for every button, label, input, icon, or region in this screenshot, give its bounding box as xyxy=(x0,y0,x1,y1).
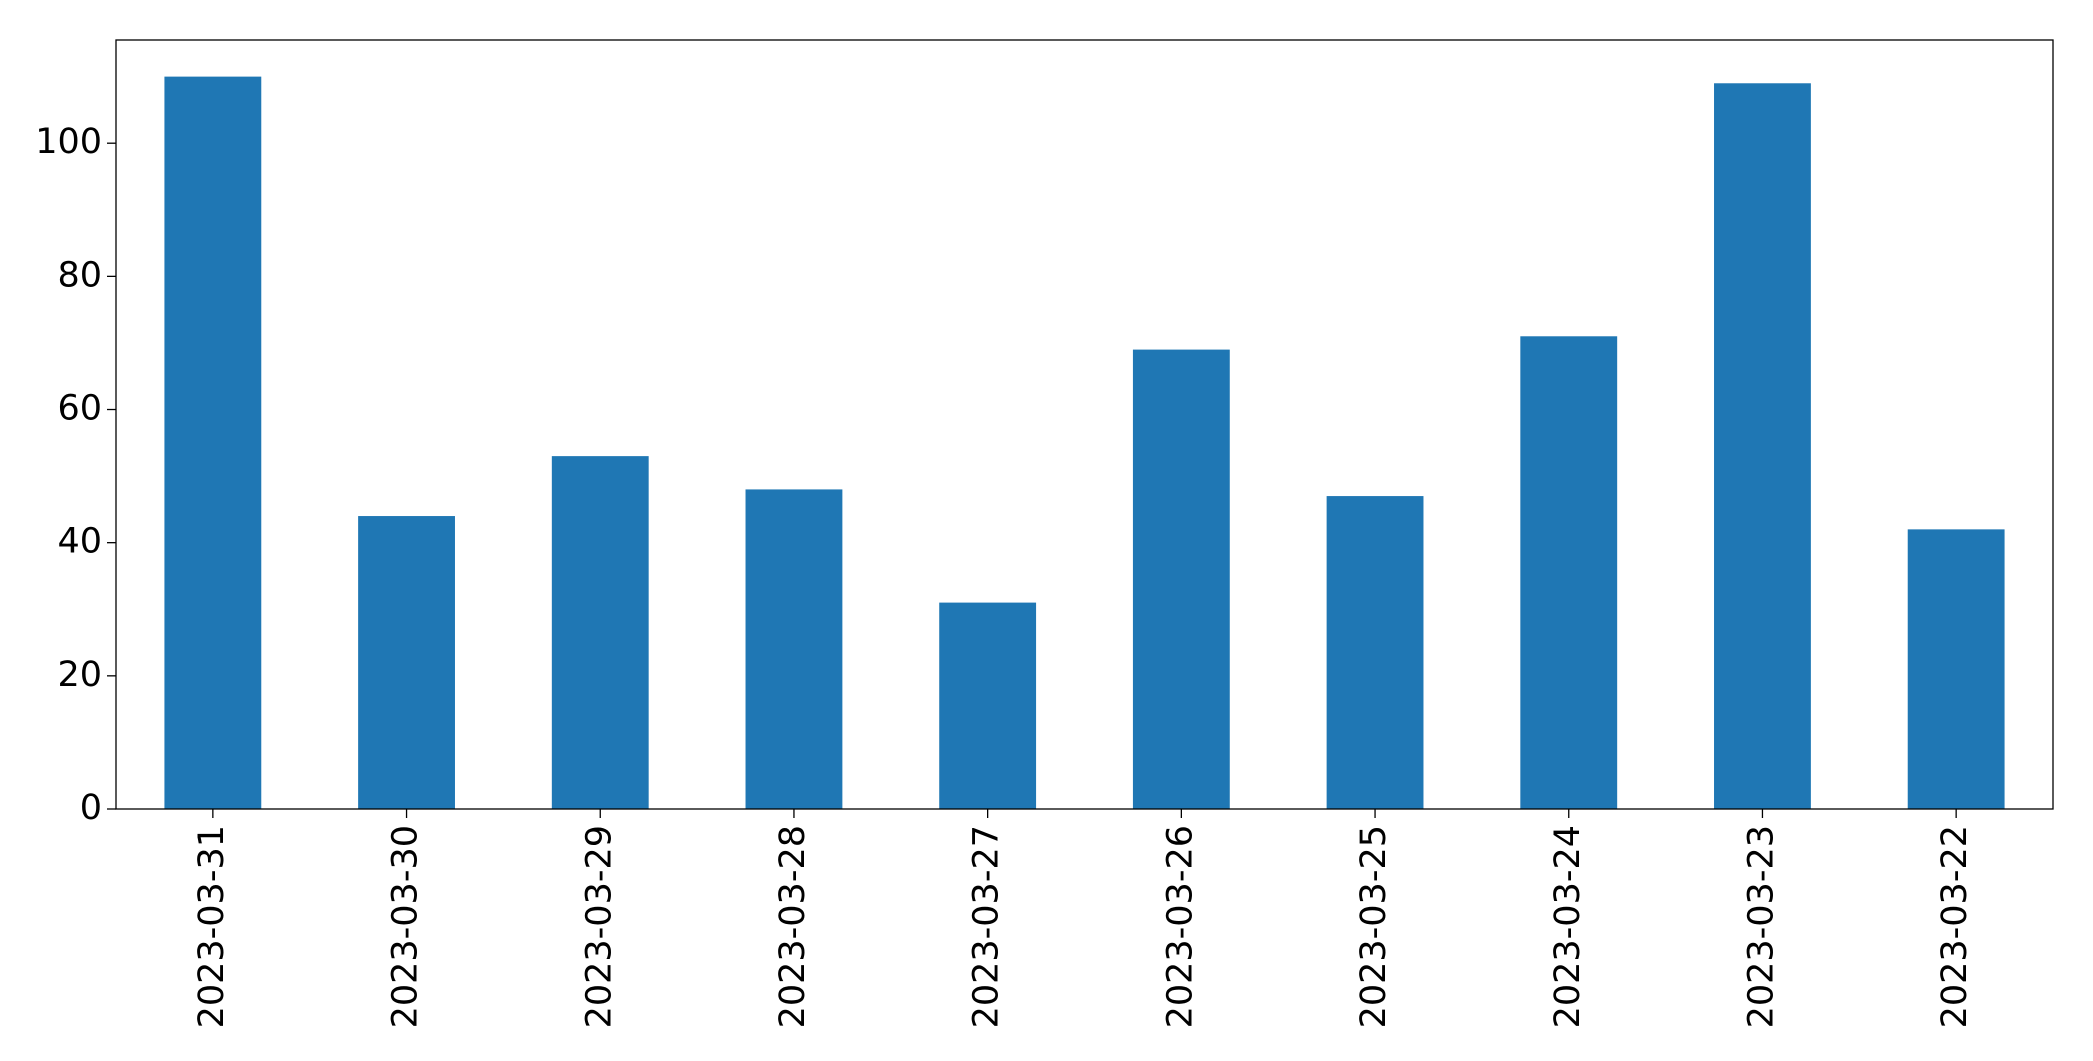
y-tick-label: 40 xyxy=(57,522,102,562)
bar xyxy=(1326,496,1424,809)
x-tick-label: 2023-03-23 xyxy=(1741,825,1781,1028)
x-tick-label: 2023-03-30 xyxy=(386,825,426,1028)
bar xyxy=(745,489,843,809)
bar xyxy=(939,602,1037,809)
bar xyxy=(1132,349,1230,809)
x-tick-label: 2023-03-28 xyxy=(773,825,813,1028)
bar xyxy=(358,516,455,809)
bar xyxy=(1714,83,1811,810)
x-tick-label: 2023-03-31 xyxy=(192,825,232,1028)
x-tick-label: 2023-03-29 xyxy=(579,825,619,1028)
bar xyxy=(1520,336,1618,809)
bar xyxy=(164,76,262,810)
plot-frame xyxy=(115,39,2054,810)
bar xyxy=(1907,529,2005,809)
x-tick-label: 2023-03-22 xyxy=(1935,825,1975,1028)
x-tick-label: 2023-03-24 xyxy=(1548,825,1588,1028)
x-tick-label: 2023-03-25 xyxy=(1354,825,1394,1028)
y-tick-label: 80 xyxy=(57,255,102,295)
y-tick-label: 20 xyxy=(57,655,102,695)
y-tick-label: 60 xyxy=(57,389,102,429)
x-tick-label: 2023-03-27 xyxy=(967,825,1007,1028)
bar xyxy=(551,456,649,809)
y-tick-label: 100 xyxy=(35,122,102,162)
y-tick-label: 0 xyxy=(80,788,102,828)
x-tick-label: 2023-03-26 xyxy=(1160,825,1200,1028)
